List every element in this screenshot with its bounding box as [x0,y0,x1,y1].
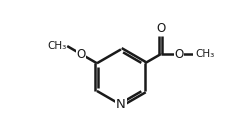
Text: O: O [156,22,166,35]
Text: N: N [116,98,126,111]
Text: O: O [174,48,184,61]
Text: CH₃: CH₃ [47,41,66,51]
Text: O: O [76,48,86,61]
Text: CH₃: CH₃ [196,49,215,59]
